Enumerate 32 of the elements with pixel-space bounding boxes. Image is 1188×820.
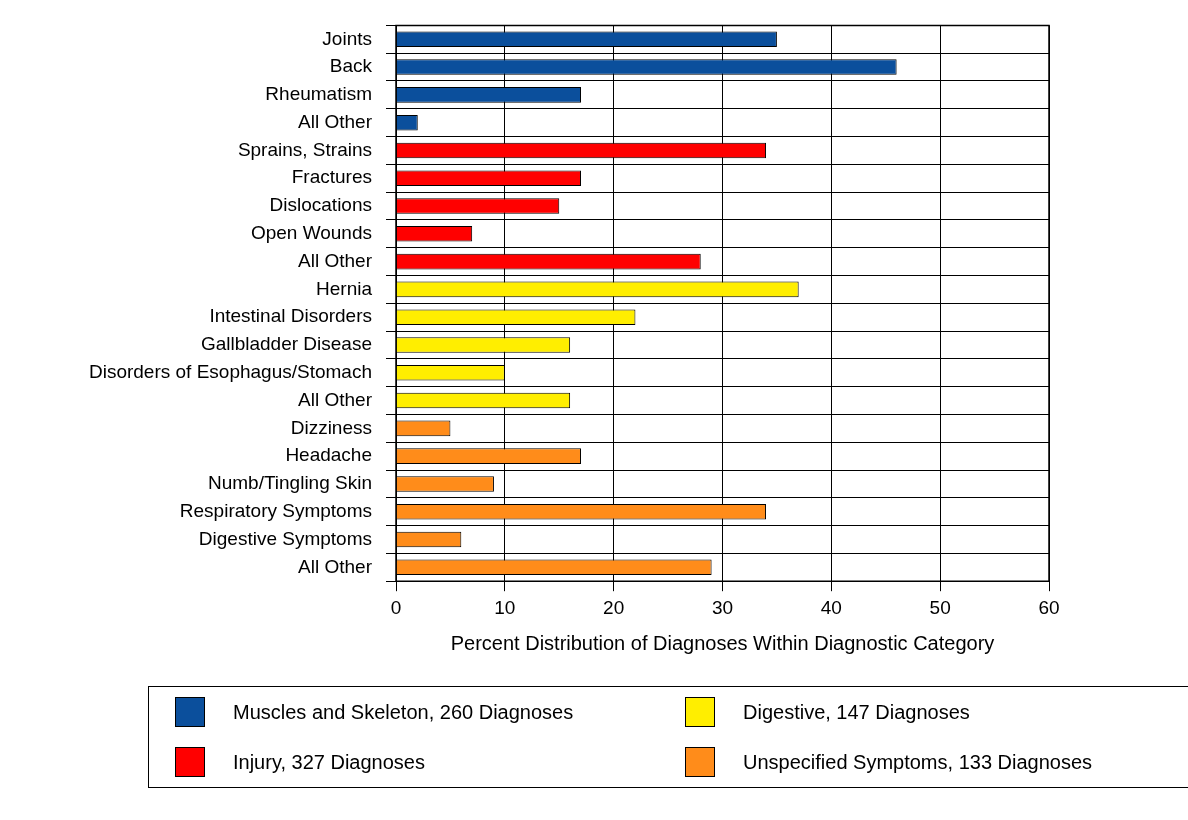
- y-tick-label: Digestive Symptoms: [198, 527, 372, 549]
- y-tick-label: Hernia: [316, 277, 373, 299]
- y-tick-label: Disorders of Esophagus/Stomach: [88, 361, 372, 383]
- y-tick-label: All Other: [298, 110, 373, 132]
- y-tick-label: Headache: [285, 444, 372, 466]
- x-tick-label: 40: [820, 596, 842, 618]
- y-tick-label: Fractures: [291, 166, 372, 188]
- y-tick-label: Numb/Tingling Skin: [207, 472, 372, 494]
- y-tick-label: Back: [329, 55, 373, 77]
- legend-label: Unspecified Symptoms, 133 Diagnoses: [743, 750, 1093, 774]
- y-tick-label: Joints: [322, 27, 372, 49]
- x-axis-title: Percent Distribution of Diagnoses Within Diagnostic Category: [450, 631, 995, 654]
- x-tick-label: 50: [929, 596, 951, 618]
- y-tick-label: Dizziness: [290, 416, 372, 438]
- legend-label: Digestive, 147 Diagnoses: [743, 700, 970, 724]
- y-tick-label: Gallbladder Disease: [200, 333, 372, 355]
- x-tick-label: 0: [390, 596, 402, 618]
- y-tick-label: Sprains, Strains: [237, 138, 372, 160]
- y-tick-label: Intestinal Disorders: [209, 305, 372, 327]
- x-tick-label: 20: [603, 596, 625, 618]
- y-tick-label: All Other: [298, 555, 373, 577]
- x-tick-label: 60: [1038, 596, 1060, 618]
- y-tick-label: Dislocations: [269, 194, 372, 216]
- legend-label: Injury, 327 Diagnoses: [233, 750, 425, 774]
- y-tick-label: Rheumatism: [265, 83, 372, 105]
- legend-label: Muscles and Skeleton, 260 Diagnoses: [233, 700, 574, 724]
- y-tick-label: Respiratory Symptoms: [179, 499, 372, 521]
- y-tick-label: Open Wounds: [250, 222, 372, 244]
- x-tick-label: 10: [494, 596, 516, 618]
- x-tick-label: 30: [711, 596, 734, 618]
- y-tick-label: All Other: [298, 249, 373, 271]
- y-tick-label: All Other: [298, 388, 373, 410]
